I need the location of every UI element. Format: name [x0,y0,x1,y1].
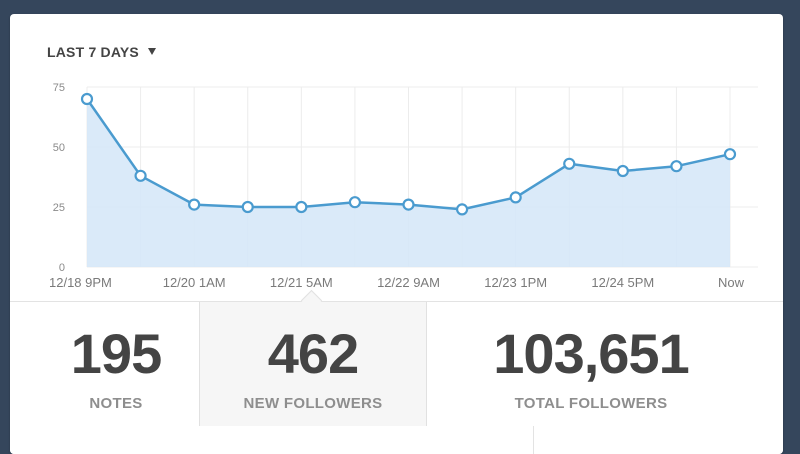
notes-stat[interactable]: 195 NOTES [33,302,199,426]
total-followers-stat[interactable]: 103,651 TOTAL FOLLOWERS [426,302,756,426]
x-tick-label: 12/18 9PM [49,275,112,290]
data-point [348,196,362,209]
data-point [241,200,254,214]
data-point [455,203,469,216]
data-point [616,164,629,178]
total-followers-count: 103,651 [493,322,689,385]
activity-card: LAST 7 DAYS 0 25 50 75 12/18 9PM 12/20 1AM 12/… [10,14,783,454]
y-tick-label: 75 [53,82,65,94]
y-tick-label: 50 [53,142,65,154]
date-range-dropdown[interactable]: LAST 7 DAYS [47,44,156,60]
new-followers-count: 462 [267,322,359,385]
y-tick-label: 0 [59,262,65,274]
x-tick-label: 12/21 5AM [270,275,333,290]
new-followers-label: NEW FOLLOWERS [243,395,383,412]
x-tick-label: 12/24 5PM [591,275,654,290]
total-followers-label: TOTAL FOLLOWERS [514,395,668,412]
notes-label: NOTES [89,395,143,412]
stats-row: 195 NOTES 462 NEW FOLLOWERS 103,651 TOTA… [10,301,783,427]
data-point [563,157,576,170]
y-tick-label: 25 [53,202,65,214]
data-point [402,198,415,211]
x-tick-label: 12/23 1PM [484,275,547,290]
bottom-panel [10,426,783,454]
notes-count: 195 [70,322,162,385]
area-fill [87,99,730,267]
bottom-divider [533,426,534,454]
x-tick-label: 12/22 9AM [377,275,440,290]
data-point [188,198,201,211]
data-point [295,200,308,214]
caret-down-icon [147,48,156,55]
data-point [80,92,94,106]
data-point [723,148,737,161]
activity-chart: 0 25 50 75 12/18 9PM 12/20 1AM 12/21 5AM 12/22 … [49,82,758,290]
date-range-label: LAST 7 DAYS [47,44,139,60]
data-point [134,169,147,182]
data-point [670,160,683,173]
new-followers-stat[interactable]: 462 NEW FOLLOWERS [199,302,427,426]
data-point [509,191,522,204]
x-tick-label: Now [718,275,745,290]
x-tick-label: 12/20 1AM [163,275,226,290]
